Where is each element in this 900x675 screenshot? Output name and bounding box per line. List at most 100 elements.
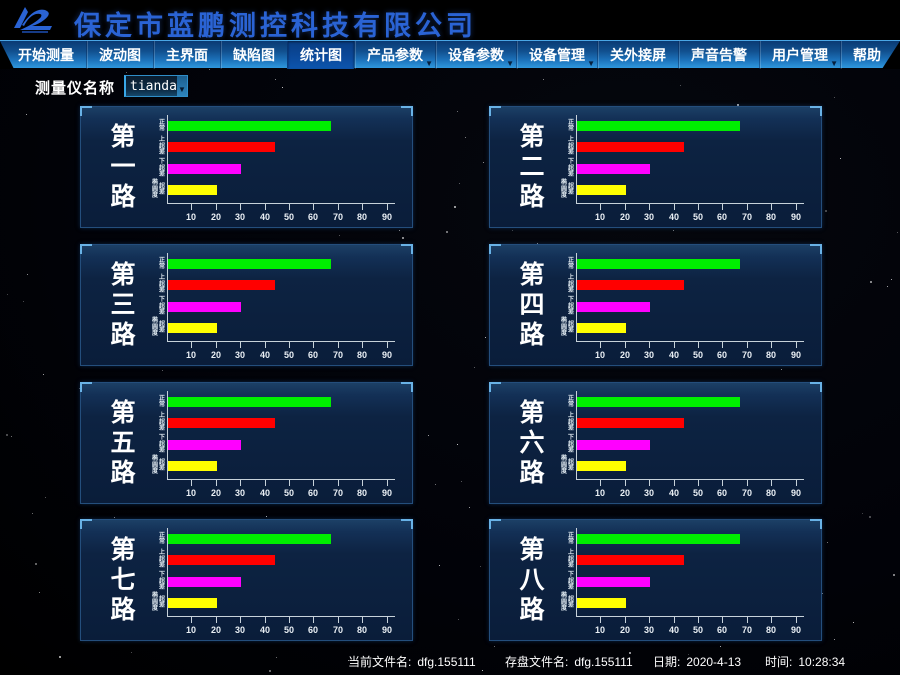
y-axis-line xyxy=(167,528,168,617)
x-axis-tick-label: 60 xyxy=(307,625,318,635)
x-axis-tick xyxy=(747,480,748,486)
menu-item-5[interactable]: 统计图 xyxy=(287,40,354,69)
menu-item-6[interactable]: 产品参数 ▼ xyxy=(354,40,435,69)
channel-title: 第八路 xyxy=(519,536,545,624)
channel-panel-3: 第三路 正常上超差下超差椭圆度超差 10 20 30 40 50 60 70 80 90 xyxy=(80,244,413,366)
menu-item-11[interactable]: 用户管理 ▼ xyxy=(759,40,840,69)
category-label: 椭圆度超差 xyxy=(151,593,165,613)
x-axis-tick xyxy=(289,342,290,348)
menu-item-12[interactable]: 帮助 xyxy=(840,40,893,69)
x-axis-tick-label: 80 xyxy=(356,625,367,635)
menu-item-1[interactable]: 开始测量 xyxy=(6,41,86,69)
x-axis-tick-label: 50 xyxy=(283,350,294,360)
menu-item-2[interactable]: 波动图 xyxy=(86,40,153,69)
x-axis-tick xyxy=(674,342,675,348)
menu-item-label: 统计图 xyxy=(300,46,342,63)
chevron-down-icon[interactable]: ▼ xyxy=(176,76,187,96)
x-axis-tick-label: 80 xyxy=(765,625,776,635)
x-axis-tick xyxy=(698,204,699,210)
menu-item-10[interactable]: 声音告警 xyxy=(678,40,759,69)
saved-file-status: 存盘文件名: dfg.155111 xyxy=(505,653,633,670)
category-label: 下超差 xyxy=(158,572,165,592)
x-axis-tick xyxy=(216,617,217,623)
x-axis-tick xyxy=(387,480,388,486)
bar-椭圆度超差 xyxy=(577,598,626,608)
x-axis-tick xyxy=(698,342,699,348)
menu-item-3[interactable]: 主界面 xyxy=(153,40,220,69)
channel-panel-8: 第八路 正常上超差下超差椭圆度超差 10 20 30 40 50 60 70 80 90 xyxy=(489,519,822,641)
bar-上超差 xyxy=(168,555,275,565)
x-axis-tick-label: 40 xyxy=(668,488,679,498)
menu-item-label: 产品参数 xyxy=(367,46,423,63)
channel-panel-5: 第五路 正常上超差下超差椭圆度超差 10 20 30 40 50 60 70 80 90 xyxy=(80,382,413,504)
bar-上超差 xyxy=(577,280,684,290)
x-axis-tick xyxy=(625,342,626,348)
menu-item-9[interactable]: 关外接屏 xyxy=(597,40,678,69)
bar-下超差 xyxy=(577,440,650,450)
x-axis-tick xyxy=(600,342,601,348)
x-axis-tick xyxy=(265,204,266,210)
gauge-name-label: 测量仪名称 xyxy=(35,80,116,97)
bar-上超差 xyxy=(577,142,684,152)
x-axis-tick xyxy=(338,617,339,623)
category-label: 椭圆度超差 xyxy=(560,593,574,613)
company-logo-icon xyxy=(14,7,52,33)
bar-chart: 正常上超差下超差椭圆度超差 10 20 30 40 50 60 70 80 90 xyxy=(561,115,816,222)
category-label: 正常 xyxy=(158,395,165,409)
x-axis-tick-label: 60 xyxy=(716,350,727,360)
menu-item-7[interactable]: 设备参数 ▼ xyxy=(435,40,516,69)
x-axis-tick-label: 30 xyxy=(234,488,245,498)
bar-下超差 xyxy=(168,440,241,450)
x-axis-tick xyxy=(771,617,772,623)
bar-下超差 xyxy=(577,302,650,312)
status-bar: 当前文件名: dfg.155111 存盘文件名: dfg.155111 日期: 202… xyxy=(0,650,900,675)
x-axis-tick-label: 70 xyxy=(741,350,752,360)
saved-file-value: dfg.155111 xyxy=(574,655,633,669)
category-label: 正常 xyxy=(158,119,165,133)
x-axis-tick xyxy=(698,617,699,623)
x-axis-tick xyxy=(265,617,266,623)
x-axis-tick xyxy=(240,617,241,623)
bar-chart: 正常上超差下超差椭圆度超差 10 20 30 40 50 60 70 80 90 xyxy=(561,391,816,498)
menu-item-4[interactable]: 缺陷图 xyxy=(220,40,287,69)
menu-dropdown-arrow-icon: ▼ xyxy=(587,58,595,68)
x-axis-tick xyxy=(313,617,314,623)
category-label: 正常 xyxy=(567,257,574,271)
bar-正常 xyxy=(577,121,740,131)
x-axis-tick-label: 20 xyxy=(619,350,630,360)
x-axis-tick xyxy=(649,204,650,210)
bar-上超差 xyxy=(577,555,684,565)
gauge-name-dropdown[interactable]: tianda ▼ xyxy=(124,75,188,97)
x-axis-tick xyxy=(625,204,626,210)
x-axis-tick xyxy=(722,204,723,210)
x-axis-tick-label: 10 xyxy=(185,350,196,360)
bar-上超差 xyxy=(168,280,275,290)
bar-chart: 正常上超差下超差椭圆度超差 10 20 30 40 50 60 70 80 90 xyxy=(152,528,407,635)
x-axis-tick xyxy=(289,617,290,623)
bar-正常 xyxy=(168,121,331,131)
x-axis-tick-label: 50 xyxy=(692,350,703,360)
x-axis-tick-label: 40 xyxy=(668,625,679,635)
category-label: 上超差 xyxy=(158,137,165,157)
x-axis-tick-label: 30 xyxy=(643,625,654,635)
bar-正常 xyxy=(168,397,331,407)
bar-下超差 xyxy=(577,164,650,174)
time-value: 10:28:34 xyxy=(798,655,846,669)
x-axis-tick-label: 30 xyxy=(643,350,654,360)
menu-item-label: 波动图 xyxy=(99,46,141,63)
bar-chart: 正常上超差下超差椭圆度超差 10 20 30 40 50 60 70 80 90 xyxy=(561,253,816,360)
x-axis-line xyxy=(167,203,395,204)
channel-title: 第二路 xyxy=(519,123,545,211)
x-axis-tick-label: 10 xyxy=(185,488,196,498)
x-axis-tick xyxy=(216,480,217,486)
channel-panel-4: 第四路 正常上超差下超差椭圆度超差 10 20 30 40 50 60 70 80 90 xyxy=(489,244,822,366)
category-label: 下超差 xyxy=(567,159,574,179)
x-axis-line xyxy=(167,341,395,342)
menu-item-8[interactable]: 设备管理 ▼ xyxy=(516,40,597,69)
x-axis-line xyxy=(167,616,395,617)
x-axis-tick xyxy=(796,480,797,486)
channel-panel-7: 第七路 正常上超差下超差椭圆度超差 10 20 30 40 50 60 70 80 90 xyxy=(80,519,413,641)
date-label: 日期: xyxy=(653,655,681,669)
x-axis-tick-label: 50 xyxy=(692,625,703,635)
x-axis-tick xyxy=(240,204,241,210)
